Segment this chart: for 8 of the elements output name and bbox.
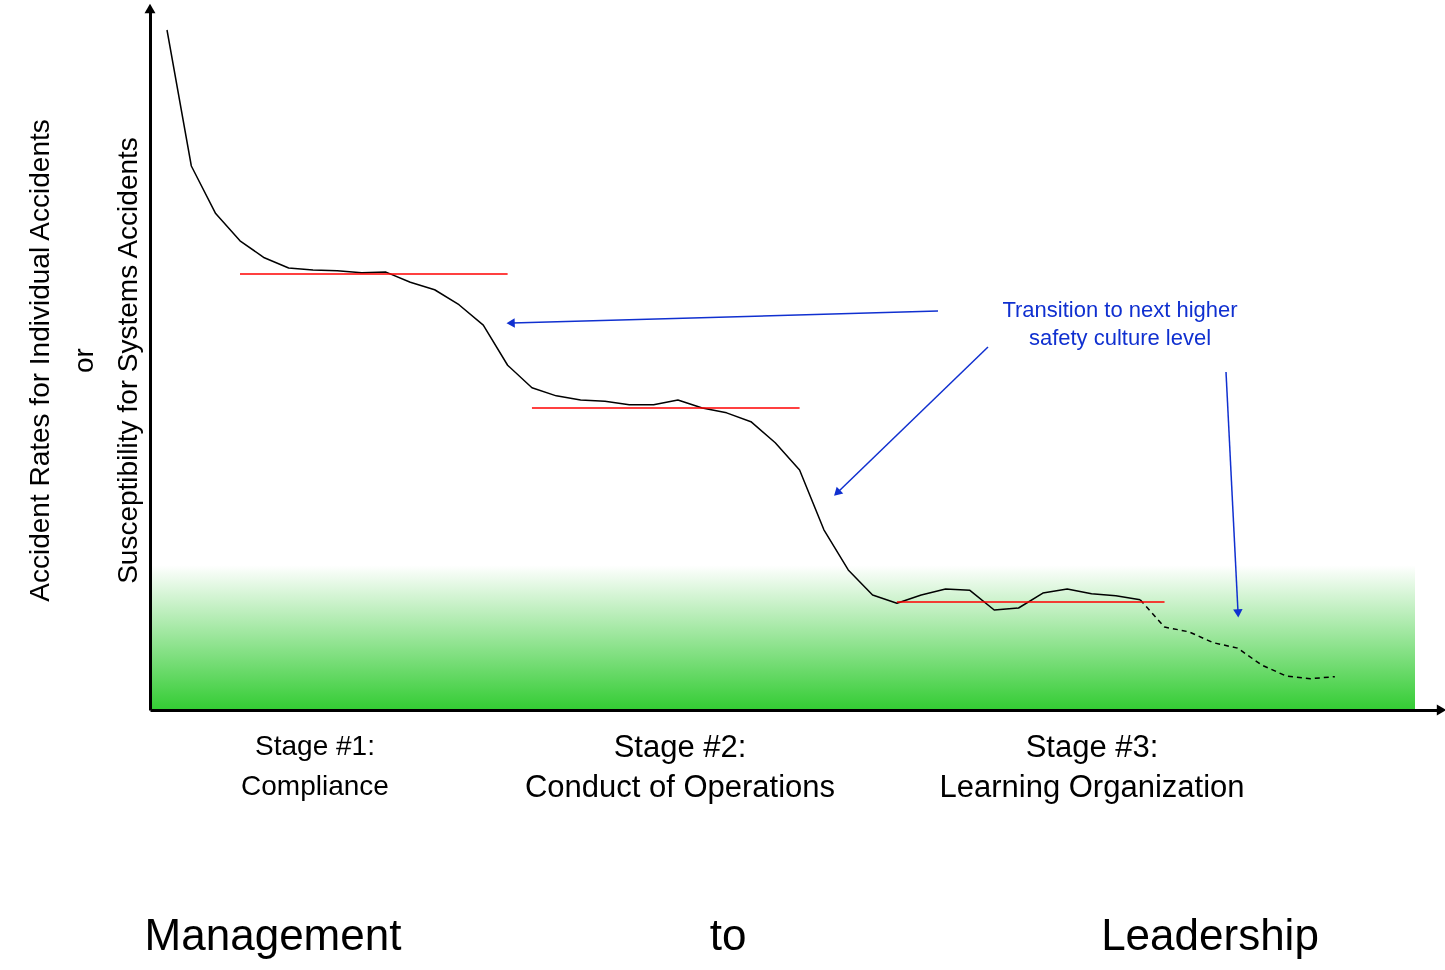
text: Management: [144, 910, 402, 959]
text: Stage #3: Learning Organization: [939, 729, 1245, 804]
text: Stage #1: Compliance: [241, 730, 389, 801]
annotation: Transition to next higher safety culture level: [1002, 297, 1238, 350]
text: Leadership: [1101, 910, 1319, 959]
text: to: [709, 910, 747, 959]
y-axis-title: Accident Rates for Individual Accidents or Susceptibility for Systems Accidents: [23, 119, 143, 602]
text: Stage #2: Conduct of Operations: [524, 729, 836, 804]
